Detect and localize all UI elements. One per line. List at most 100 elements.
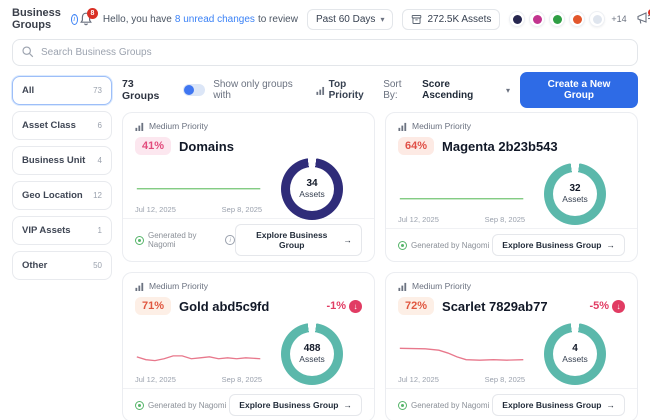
generated-by-text: Generated by Nagomi <box>411 240 490 250</box>
bell-icon[interactable]: 8 <box>78 8 98 27</box>
date-range-start: Jul 12, 2025 <box>398 215 439 224</box>
assets-count-chip[interactable]: 272.5K Assets <box>402 8 501 30</box>
bar-chart-icon <box>135 282 144 291</box>
date-range-end: Sep 8, 2025 <box>484 215 526 224</box>
unread-changes-link[interactable]: 8 unread changes <box>174 13 255 25</box>
integration-avatar[interactable] <box>549 11 566 27</box>
integration-avatar[interactable] <box>569 11 586 27</box>
priority-row: Medium Priority <box>123 113 374 133</box>
card-scarlet: Medium Priority 72% Scarlet 7829ab77 -5%… <box>385 272 638 420</box>
notification-dot <box>647 9 650 16</box>
date-range-end: Sep 8, 2025 <box>484 375 526 384</box>
card-footer: Generated by Nagomi Explore Business Gro… <box>123 388 374 420</box>
assets-label: Assets <box>299 189 325 199</box>
generated-icon <box>135 235 144 245</box>
explore-group-button[interactable]: Explore Business Group → <box>234 224 362 256</box>
sidebar-item-other[interactable]: Other 50 <box>12 251 112 280</box>
integration-avatar[interactable] <box>509 11 526 27</box>
generated-by-text: Generated by Nagomi <box>411 400 490 410</box>
sidebar-item-all[interactable]: All 73 <box>12 76 112 105</box>
priority-label: Medium Priority <box>412 281 472 291</box>
search-bar <box>12 39 638 66</box>
arrow-right-icon: → <box>343 235 353 245</box>
assets-value: 32 <box>569 183 581 194</box>
score-badge: 41% <box>135 137 172 155</box>
explore-group-button[interactable]: Explore Business Group → <box>229 394 362 416</box>
explore-group-button[interactable]: Explore Business Group → <box>492 234 625 256</box>
card-domains: Medium Priority 41% Domains Jul 12, 2025… <box>122 112 375 262</box>
top-bar: Business Groups i 8 Hello, you have 8 un… <box>0 0 650 35</box>
card-title: Domains <box>179 138 234 154</box>
generated-by-label: Generated by Nagomi <box>135 400 227 410</box>
card-magenta: Medium Priority 64% Magenta 2b23b543 Jul… <box>385 112 638 262</box>
sort-select[interactable]: Sort By: Score Ascending ▾ <box>383 79 510 101</box>
sidebar-item-vip-assets[interactable]: VIP Assets 1 <box>12 216 112 245</box>
card-footer: Generated by Nagomi Explore Business Gro… <box>386 388 637 420</box>
integrations-overflow-count[interactable]: +14 <box>611 14 627 24</box>
date-range-end: Sep 8, 2025 <box>221 375 263 384</box>
donut-chart: 32 Assets <box>544 162 607 225</box>
integration-avatar[interactable] <box>529 11 546 27</box>
sidebar-item-label: Other <box>22 260 48 271</box>
donut-center: 4 Assets <box>553 331 598 376</box>
chevron-down-icon: ▾ <box>380 14 385 24</box>
donut-col: 488 Assets <box>262 319 362 388</box>
assets-value: 4 <box>572 343 578 354</box>
content-area: All 73 Asset Class 6 Business Unit 4 Geo… <box>0 72 650 420</box>
card-title: Gold abd5c9fd <box>179 298 270 314</box>
priority-label: Medium Priority <box>412 121 472 131</box>
trend-down-icon: ↓ <box>612 299 625 313</box>
sparkline-chart: Jul 12, 2025 Sep 8, 2025 <box>398 319 525 388</box>
card-title-row: 64% Magenta 2b23b543 <box>386 133 637 157</box>
explore-label: Explore Business Group <box>502 400 602 410</box>
score-badge: 71% <box>135 297 172 315</box>
sidebar-item-asset-class[interactable]: Asset Class 6 <box>12 111 112 140</box>
controls-right: Sort By: Score Ascending ▾ Create a New … <box>383 72 639 108</box>
assets-label: Assets <box>562 194 588 204</box>
trend-value: -5% <box>589 300 609 312</box>
generated-by-text: Generated by Nagomi <box>148 231 197 249</box>
date-range: Jul 12, 2025 Sep 8, 2025 <box>398 215 525 224</box>
assets-label: Assets <box>562 354 588 364</box>
bar-chart-icon <box>316 86 324 95</box>
main-panel: 73 Groups Show only groups with Top Prio… <box>122 72 639 420</box>
megaphone-icon[interactable] <box>636 9 650 27</box>
bar-chart-icon <box>398 122 407 131</box>
explore-group-button[interactable]: Explore Business Group → <box>492 394 625 416</box>
top-priority-toggle[interactable] <box>183 84 206 96</box>
card-title-row: 41% Domains <box>123 133 374 157</box>
date-range-start: Jul 12, 2025 <box>135 375 176 384</box>
filter-label-suffix: Top Priority <box>328 79 364 101</box>
donut-col: 34 Assets <box>262 157 362 220</box>
search-input[interactable] <box>12 39 638 66</box>
greeting-text: Hello, you have 8 unread changes to revi… <box>103 14 298 25</box>
trend-down-icon: ↓ <box>349 299 362 313</box>
generated-icon <box>398 400 407 410</box>
page-title: Business Groups <box>12 7 61 31</box>
card-title-row: 72% Scarlet 7829ab77 -5% ↓ <box>386 293 637 317</box>
priority-row: Medium Priority <box>386 113 637 133</box>
sparkline-chart: Jul 12, 2025 Sep 8, 2025 <box>398 159 525 228</box>
info-icon[interactable]: i <box>225 235 235 245</box>
donut-chart: 4 Assets <box>544 322 607 385</box>
list-controls: 73 Groups Show only groups with Top Prio… <box>122 72 639 108</box>
create-group-button[interactable]: Create a New Group <box>519 72 639 108</box>
date-range: Jul 12, 2025 Sep 8, 2025 <box>135 205 262 214</box>
arrow-right-icon: → <box>606 240 616 250</box>
sidebar-item-business-unit[interactable]: Business Unit 4 <box>12 146 112 175</box>
generated-by-label: Generated by Nagomi i <box>135 231 235 249</box>
date-range-start: Jul 12, 2025 <box>398 375 439 384</box>
assets-value: 488 <box>303 343 321 354</box>
donut-center: 34 Assets <box>290 166 335 211</box>
time-range-select[interactable]: Past 60 Days ▾ <box>306 8 394 30</box>
sidebar-item-label: All <box>22 85 35 96</box>
sparkline-svg <box>136 188 261 190</box>
info-icon[interactable]: i <box>70 13 78 25</box>
integration-avatar[interactable] <box>589 11 606 27</box>
generated-by-text: Generated by Nagomi <box>148 400 227 410</box>
greeting-suffix: to review <box>257 13 298 25</box>
generated-icon <box>398 240 407 250</box>
integration-logo-icon <box>552 14 562 24</box>
generated-by-label: Generated by Nagomi <box>398 400 490 410</box>
sidebar-item-geo-location[interactable]: Geo Location 12 <box>12 181 112 210</box>
